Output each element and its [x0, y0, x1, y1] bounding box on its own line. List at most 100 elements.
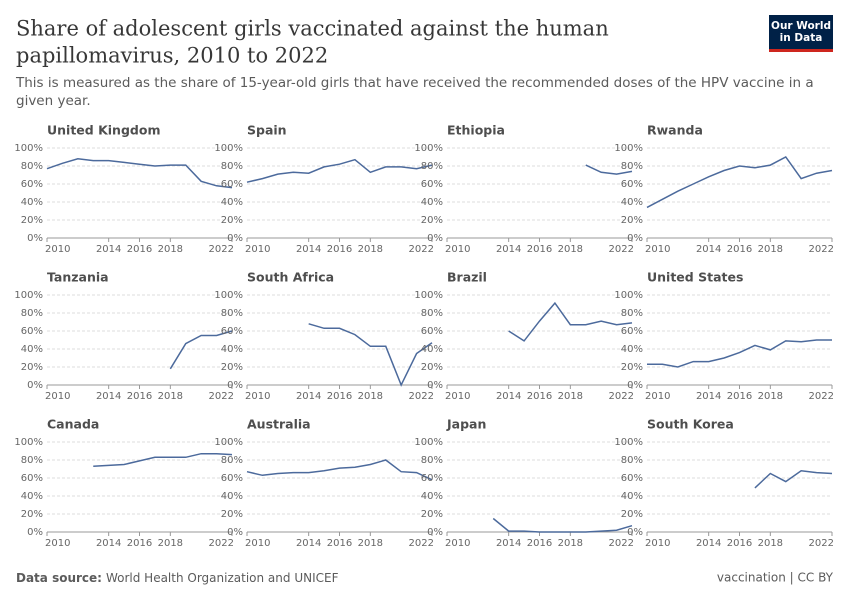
y-tick-label: 40% [221, 344, 243, 355]
y-tick-label: 100% [614, 143, 643, 154]
x-tick-label: 2010 [645, 538, 670, 549]
panel-title: Ethiopia [447, 123, 505, 138]
panel-title: United Kingdom [47, 123, 160, 138]
y-tick-label: 0% [227, 233, 243, 244]
y-tick-label: 40% [221, 491, 243, 502]
data-line [508, 301, 633, 342]
panel-title: Canada [47, 417, 99, 432]
y-tick-label: 20% [221, 509, 243, 520]
y-tick-label: 60% [221, 179, 243, 190]
x-tick-label: 2014 [96, 538, 121, 549]
y-tick-label: 40% [421, 197, 443, 208]
y-tick-label: 100% [214, 143, 243, 154]
y-tick-label: 20% [221, 215, 243, 226]
title-line2: papillomavirus, 2010 to 2022 [16, 44, 328, 68]
y-tick-label: 0% [427, 527, 443, 538]
x-tick-label: 2014 [496, 391, 521, 402]
y-tick-label: 80% [221, 455, 243, 466]
x-tick-label: 2016 [727, 391, 752, 402]
panel-title: Brazil [447, 270, 487, 285]
x-tick-label: 2014 [296, 391, 321, 402]
x-tick-label: 2022 [609, 244, 634, 255]
x-tick-label: 2010 [45, 538, 70, 549]
logo-bar [769, 49, 833, 52]
data-line [754, 470, 833, 489]
x-tick-label: 2010 [45, 391, 70, 402]
x-tick-label: 2014 [96, 244, 121, 255]
y-tick-label: 80% [21, 161, 43, 172]
y-tick-label: 60% [21, 179, 43, 190]
logo-text: Our World in Data [771, 20, 831, 44]
y-tick-label: 100% [214, 437, 243, 448]
x-tick-label: 2018 [358, 244, 383, 255]
y-tick-label: 80% [21, 308, 43, 319]
y-tick-label: 0% [227, 527, 243, 538]
x-tick-label: 2010 [645, 244, 670, 255]
source: Data source: World Health Organization an… [16, 571, 339, 585]
y-tick-label: 80% [21, 455, 43, 466]
y-tick-label: 100% [14, 290, 43, 301]
y-tick-label: 0% [627, 380, 643, 391]
x-tick-label: 2022 [409, 538, 434, 549]
x-tick-label: 2018 [158, 391, 183, 402]
panel-title: Australia [247, 417, 311, 432]
y-tick-label: 0% [27, 527, 43, 538]
x-tick-label: 2018 [758, 538, 783, 549]
title-line1: Share of adolescent girls vaccinated aga… [16, 17, 609, 41]
source-text: World Health Organization and UNICEF [106, 571, 339, 585]
y-tick-label: 40% [21, 491, 43, 502]
data-line [585, 164, 633, 175]
x-tick-label: 2016 [527, 244, 552, 255]
x-tick-label: 2010 [645, 391, 670, 402]
y-tick-label: 60% [621, 326, 643, 337]
y-tick-label: 20% [21, 215, 43, 226]
data-line [308, 323, 433, 387]
x-tick-label: 2016 [127, 391, 152, 402]
logo[interactable] [769, 15, 833, 51]
x-tick-label: 2014 [696, 538, 721, 549]
x-tick-label: 2022 [809, 244, 834, 255]
x-tick-label: 2018 [358, 391, 383, 402]
x-tick-label: 2018 [158, 538, 183, 549]
x-tick-label: 2010 [245, 244, 270, 255]
subtitle-line2: given year. [16, 93, 91, 109]
x-tick-label: 2022 [809, 391, 834, 402]
x-tick-label: 2014 [296, 538, 321, 549]
panel-title: Japan [446, 417, 486, 432]
y-tick-label: 20% [421, 509, 443, 520]
y-tick-label: 100% [414, 143, 443, 154]
x-tick-label: 2018 [158, 244, 183, 255]
x-tick-label: 2016 [327, 244, 352, 255]
y-tick-label: 20% [21, 509, 43, 520]
x-tick-label: 2022 [609, 391, 634, 402]
y-tick-label: 20% [621, 509, 643, 520]
y-tick-label: 0% [427, 380, 443, 391]
x-tick-label: 2014 [496, 538, 521, 549]
x-tick-label: 2016 [327, 391, 352, 402]
x-tick-label: 2014 [696, 244, 721, 255]
subtitle-line1: This is measured as the share of 15-year… [15, 75, 814, 91]
x-tick-label: 2010 [445, 538, 470, 549]
y-tick-label: 0% [627, 233, 643, 244]
y-tick-label: 0% [27, 380, 43, 391]
y-tick-label: 0% [427, 233, 443, 244]
source-label: Data source: [16, 571, 102, 585]
x-tick-label: 2016 [127, 538, 152, 549]
y-tick-label: 60% [21, 326, 43, 337]
x-tick-label: 2010 [445, 391, 470, 402]
x-tick-label: 2010 [245, 538, 270, 549]
y-tick-label: 100% [614, 437, 643, 448]
y-tick-label: 80% [421, 455, 443, 466]
y-tick-label: 80% [621, 161, 643, 172]
y-tick-label: 60% [621, 179, 643, 190]
x-tick-label: 2022 [209, 391, 234, 402]
y-tick-label: 60% [421, 179, 443, 190]
x-tick-label: 2018 [558, 538, 583, 549]
x-tick-label: 2016 [127, 244, 152, 255]
y-tick-label: 20% [221, 362, 243, 373]
y-tick-label: 40% [221, 197, 243, 208]
y-tick-label: 40% [621, 491, 643, 502]
y-tick-label: 40% [421, 491, 443, 502]
x-tick-label: 2010 [245, 391, 270, 402]
